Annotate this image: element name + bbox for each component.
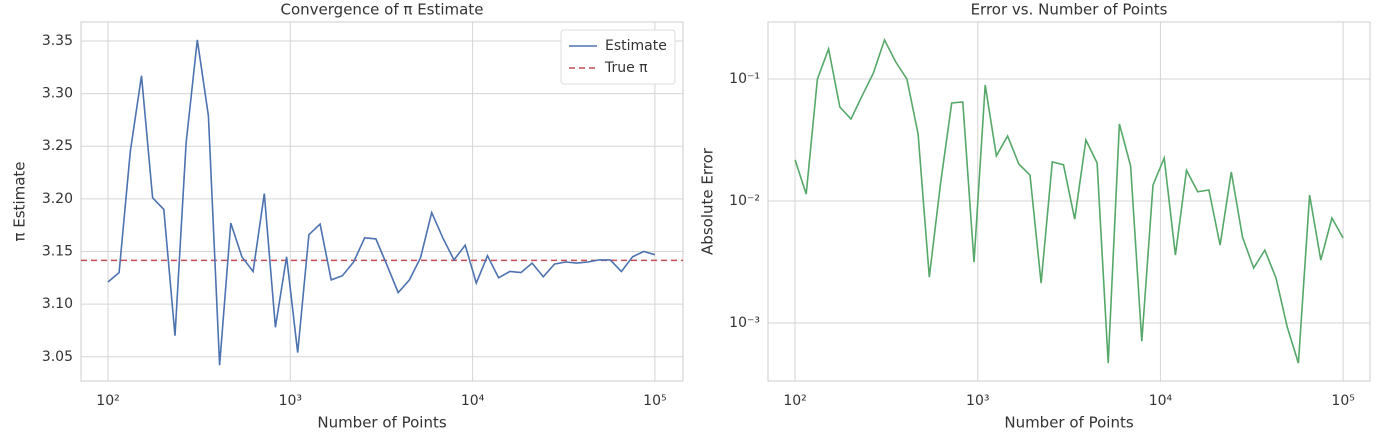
y-tick-label: 3.30: [42, 86, 73, 102]
x-axis-label: Number of Points: [1004, 414, 1133, 432]
legend-box: [560, 29, 676, 85]
y-tick-label: 3.05: [42, 349, 73, 365]
plot: 10² 10³ 10⁴ 10⁵ 10⁻³ 10⁻² 10⁻¹ Error vs. Number…: [699, 1, 1371, 432]
plot: 10² 10³ 10⁴ 10⁵ 3.05 3.10 3.15 3.20 3.25 3.30 3.35…: [11, 1, 684, 432]
y-tick-label: 10⁻²: [729, 193, 760, 209]
y-tick-label: 3.10: [42, 296, 73, 312]
x-tick-label: 10²: [96, 393, 119, 409]
plot-frame: [80, 21, 684, 382]
y-tick-label: 10⁻¹: [729, 71, 760, 87]
x-tick-label: 10²: [783, 393, 806, 409]
y-tick-label: 10⁻³: [729, 315, 760, 331]
plot-frame: [767, 21, 1371, 382]
series-line: [107, 39, 656, 366]
y-tick-label: 3.25: [42, 138, 73, 154]
y-tick-label: 3.35: [42, 33, 73, 49]
legend-label: Estimate: [605, 38, 667, 54]
x-tick-label: 10³: [279, 393, 302, 409]
y-axis-label: π Estimate: [11, 161, 29, 241]
y-tick-label: 3.20: [42, 191, 73, 207]
x-tick-label: 10³: [966, 393, 989, 409]
x-tick-label: 10⁵: [1331, 393, 1354, 409]
x-tick-label: 10⁵: [643, 393, 666, 409]
legend: Estimate True π: [560, 29, 676, 85]
chart-title: Convergence of π Estimate: [281, 1, 484, 19]
legend-label: True π: [604, 60, 648, 76]
x-tick-label: 10⁴: [461, 393, 485, 409]
x-axis-label: Number of Points: [317, 414, 446, 432]
x-tick-label: 10⁴: [1149, 393, 1173, 409]
chart-title: Error vs. Number of Points: [971, 1, 1168, 19]
y-tick-label: 3.15: [42, 244, 73, 260]
y-axis-label: Absolute Error: [699, 147, 717, 255]
series-line: [794, 37, 1344, 364]
